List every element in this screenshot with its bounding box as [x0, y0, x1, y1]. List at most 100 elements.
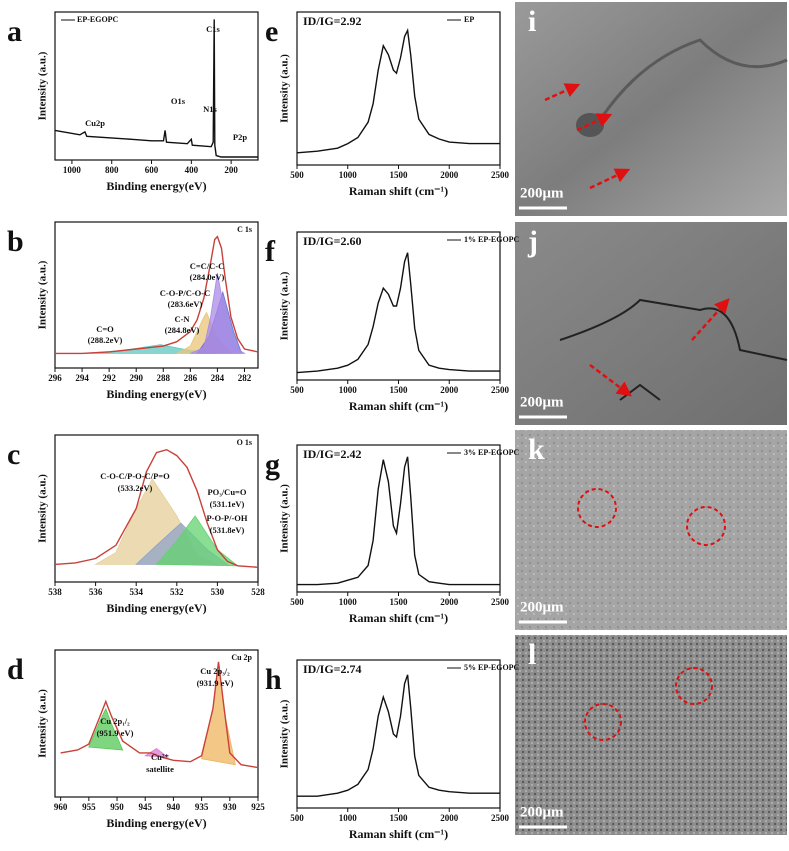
x-tick-label: 800: [105, 165, 119, 175]
ratio-annotation: ID/IG=2.60: [303, 234, 362, 248]
panel-label: k: [528, 433, 545, 466]
peak-annotation: (533.2eV): [118, 483, 153, 493]
arrow: [589, 168, 631, 190]
x-tick-label: 600: [145, 165, 159, 175]
plot-frame: [54, 11, 259, 161]
circle-marker: [675, 667, 713, 705]
x-tick-label: 935: [195, 802, 209, 812]
peak-annotation: C-O-C/P-O-C/P=O: [100, 471, 170, 481]
y-axis-label: Intensity (a.u.): [279, 484, 291, 553]
ratio-annotation: ID/IG=2.42: [303, 447, 362, 461]
y-axis-label: Intensity (a.u.): [37, 260, 49, 329]
x-tick-label: 294: [75, 373, 89, 383]
peak-annotation: (284.8eV): [165, 325, 200, 335]
x-tick-label: 400: [185, 165, 199, 175]
x-tick-label: 1500: [390, 597, 409, 607]
sem-image: [515, 222, 787, 425]
component-peak: [88, 707, 124, 751]
peak-annotation: (531.8eV): [210, 525, 245, 535]
peak-annotation: N1s: [203, 104, 217, 114]
x-axis-label: Binding energy(eV): [106, 387, 206, 401]
x-tick-label: 1000: [63, 165, 82, 175]
scale-bar-label: 200μm: [520, 599, 564, 615]
x-tick-label: 292: [102, 373, 116, 383]
spectrum-line: [54, 19, 258, 158]
x-tick-label: 2000: [440, 385, 459, 395]
peak-annotation: (931.9 eV): [197, 678, 234, 688]
x-tick-label: 200: [224, 165, 238, 175]
x-tick-label: 1000: [339, 385, 358, 395]
peak-annotation: (283.6eV): [168, 299, 203, 309]
scale-bar-label: 200μm: [520, 394, 564, 410]
corner-label: Cu 2p: [231, 653, 252, 662]
peak-annotation: (951.9 eV): [97, 728, 134, 738]
peak-annotation: PO₃/Cu=O: [207, 487, 246, 497]
x-axis-label: Binding energy(eV): [106, 816, 206, 830]
plot-frame: [54, 649, 259, 798]
x-tick-label: 2500: [491, 597, 510, 607]
x-tick-label: 296: [48, 373, 62, 383]
peak-annotation: C=O: [96, 324, 114, 334]
peak-annotation: (531.1eV): [210, 499, 245, 509]
spectrum-line: [297, 456, 500, 586]
y-axis-label: Intensity (a.u.): [279, 54, 291, 123]
spectrum-line: [55, 235, 259, 355]
x-axis-label: Binding energy(eV): [106, 179, 206, 193]
panel-label: c: [7, 438, 20, 471]
x-axis-label: Raman shift (cm⁻¹): [349, 184, 448, 198]
component-peak: [143, 748, 170, 758]
panel-label: j: [527, 225, 538, 258]
plot-frame: [54, 221, 259, 369]
x-tick-label: 2500: [491, 170, 510, 180]
x-tick-label: 536: [89, 587, 103, 597]
x-tick-label: 500: [290, 385, 304, 395]
arrow: [691, 298, 730, 341]
sem-image: [515, 2, 787, 216]
legend-label: 3% EP-EGOPC: [464, 448, 520, 457]
crack: [559, 298, 788, 361]
y-axis-label: Intensity (a.u.): [37, 689, 49, 758]
sem-images: [515, 2, 788, 835]
x-tick-label: 538: [48, 587, 62, 597]
peak-annotation: C1s: [206, 24, 220, 34]
x-tick-label: 2500: [491, 813, 510, 823]
x-tick-label: 2000: [440, 813, 459, 823]
x-tick-label: 960: [54, 802, 68, 812]
x-tick-label: 290: [129, 373, 143, 383]
peak-annotation: C-N: [174, 314, 190, 324]
peak-annotation: P-O-P/-OH: [206, 513, 247, 523]
spectrum-line: [297, 674, 500, 797]
plot-frame: [296, 231, 501, 381]
plot-frame: [296, 11, 501, 166]
x-tick-label: 534: [129, 587, 143, 597]
x-tick-label: 925: [251, 802, 265, 812]
x-axis-label: Raman shift (cm⁻¹): [349, 399, 448, 413]
x-tick-label: 945: [138, 802, 152, 812]
peak-annotation: C=C/C-C: [190, 261, 225, 271]
plot-frame: [54, 434, 259, 583]
x-tick-label: 2500: [491, 385, 510, 395]
ratio-annotation: ID/IG=2.74: [303, 662, 362, 676]
x-tick-label: 1500: [390, 385, 409, 395]
panel-label: e: [265, 15, 278, 48]
x-tick-label: 2000: [440, 170, 459, 180]
arrow: [589, 364, 632, 397]
panel-label: f: [265, 235, 276, 268]
panel-label: d: [7, 653, 24, 686]
peak-annotation: P2p: [233, 132, 247, 142]
x-tick-label: 1000: [339, 170, 358, 180]
x-tick-label: 530: [211, 587, 225, 597]
panel-label: i: [528, 5, 536, 38]
peak-annotation: C-O-P/C-O-C: [160, 288, 211, 298]
legend-label: 1% EP-EGOPC: [464, 235, 520, 244]
y-axis-label: Intensity (a.u.): [37, 474, 49, 543]
component-peak: [155, 515, 239, 567]
x-tick-label: 500: [290, 597, 304, 607]
x-tick-label: 1000: [339, 813, 358, 823]
panel-label: g: [265, 448, 280, 481]
plot-frame: [296, 659, 501, 809]
y-axis-label: Intensity (a.u.): [279, 271, 291, 340]
x-tick-label: 528: [251, 587, 265, 597]
x-tick-label: 286: [184, 373, 198, 383]
